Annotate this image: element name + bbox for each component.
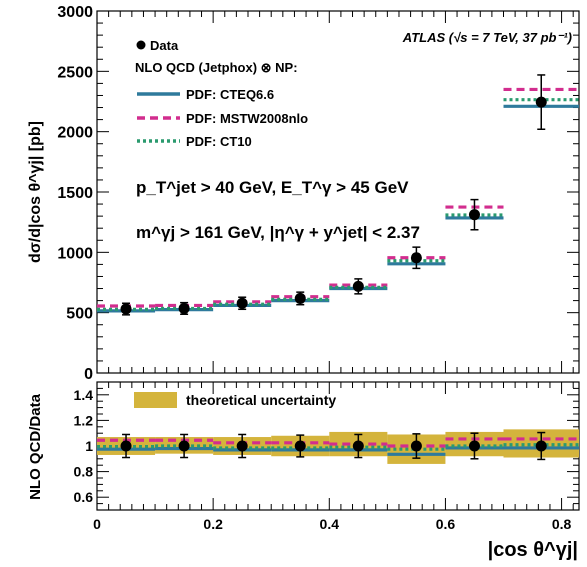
- ratio-y-axis-title: NLO QCD/Data: [27, 393, 44, 500]
- main-y-tick-label: 0: [84, 366, 93, 383]
- main-data-point: [352, 280, 364, 292]
- legend-mstw-label: PDF: MSTW2008nlo: [186, 111, 308, 126]
- main-plot: [97, 74, 579, 316]
- legend-data-marker: [136, 40, 146, 50]
- legend-ct10-label: PDF: CT10: [186, 134, 252, 149]
- main-y-tick-label: 1500: [57, 185, 93, 202]
- main-data-point: [410, 252, 422, 264]
- ratio-data-point: [410, 440, 422, 452]
- ratio-y-tick-label: 0.8: [74, 464, 94, 480]
- legend-band-label: theoretical uncertainty: [186, 392, 336, 408]
- main-y-tick-label: 2000: [57, 125, 93, 142]
- ratio-x-tick-label: 0.4: [320, 516, 340, 532]
- legend-cteq-label: PDF: CTEQ6.6: [186, 87, 274, 102]
- main-data-point: [236, 297, 248, 309]
- main-y-tick-label: 3000: [57, 4, 93, 21]
- legend-data-label: Data: [150, 38, 179, 53]
- main-data-point: [468, 209, 480, 221]
- experiment-label: ATLAS (√s = 7 TeV, 37 pb⁻¹): [402, 30, 572, 45]
- cut-annotation-2: m^γj > 161 GeV, |η^γ + y^jet| < 2.37: [136, 223, 420, 242]
- ratio-data-point: [178, 440, 190, 452]
- main-data-point: [294, 292, 306, 304]
- ratio-x-tick-label: 0: [93, 516, 101, 532]
- ratio-axes: 0 0.2 0.4 0.6 0.8 0.6 0.8 1 1.2 1.4: [74, 381, 579, 532]
- ratio-y-tick-label: 1.4: [74, 387, 94, 403]
- cut-annotation-1: p_T^jet > 40 GeV, E_T^γ > 45 GeV: [136, 178, 409, 197]
- main-y-tick-label: 500: [66, 306, 93, 323]
- ratio-y-tick-label: 1: [85, 438, 93, 454]
- main-y-axis-title: dσ/d|cos θ^γj| [pb]: [27, 121, 44, 263]
- ratio-x-tick-label: 0.8: [552, 516, 572, 532]
- main-legend: Data NLO QCD (Jetphox) ⊗ NP: PDF: CTEQ6.…: [135, 38, 308, 149]
- ratio-legend: theoretical uncertainty: [134, 392, 336, 408]
- main-y-tick-label: 2500: [57, 64, 93, 81]
- ratio-y-tick-label: 1.2: [74, 412, 94, 428]
- ratio-data-point: [352, 440, 364, 452]
- ratio-y-tick-label: 0.6: [74, 489, 94, 505]
- main-data-point: [535, 96, 547, 108]
- main-data-point: [178, 302, 190, 314]
- x-axis-title: |cos θ^γj|: [488, 539, 578, 561]
- main-y-tick-label: 1000: [57, 245, 93, 262]
- ratio-data-point: [535, 440, 547, 452]
- ratio-x-tick-label: 0.2: [203, 516, 223, 532]
- legend-band-swatch: [134, 392, 177, 408]
- ratio-plot: [97, 429, 579, 464]
- legend-title: NLO QCD (Jetphox) ⊗ NP:: [135, 60, 298, 75]
- main-axes: 0 500 1000 1500 2000 2500 3000: [57, 4, 579, 383]
- ratio-x-tick-label: 0.6: [436, 516, 456, 532]
- ratio-data-point: [236, 440, 248, 452]
- ratio-data-point: [294, 440, 306, 452]
- ratio-data-point: [468, 440, 480, 452]
- ratio-data-point: [120, 440, 132, 452]
- main-data-point: [120, 303, 132, 315]
